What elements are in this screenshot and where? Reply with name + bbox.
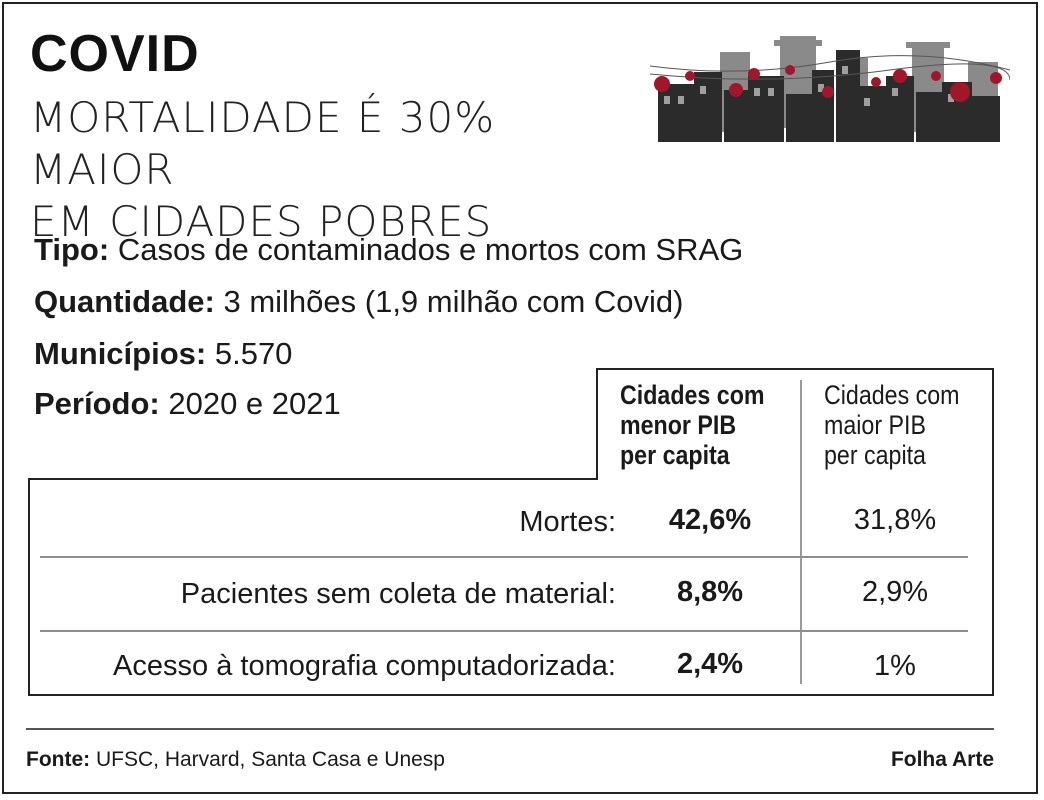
value-mortes-lower-gdp: 42,6% bbox=[668, 504, 752, 536]
source-key: Fonte: bbox=[26, 748, 91, 771]
row-label-mortes: Mortes: bbox=[519, 506, 616, 538]
source-value: UFSC, Harvard, Santa Casa e Unesp bbox=[96, 748, 445, 771]
meta-periodo-key: Período: bbox=[34, 386, 160, 421]
row-divider bbox=[40, 556, 968, 558]
source-line: Fonte: UFSC, Harvard, Santa Casa e Unesp bbox=[26, 748, 445, 772]
row-divider bbox=[40, 630, 968, 632]
meta-municipios-value: 5.570 bbox=[214, 336, 293, 371]
footer-divider bbox=[26, 728, 994, 730]
value-coleta-higher-gdp: 2,9% bbox=[861, 576, 929, 608]
meta-quantidade: Quantidade: 3 milhões (1,9 milhão com Co… bbox=[34, 284, 683, 320]
subtitle-line-2: EM CIDADES POBRES bbox=[30, 197, 493, 246]
row-label-tomografia: Acesso à tomografia computadorizada: bbox=[113, 650, 616, 682]
column-header-higher-gdp: Cidades com maior PIB per capita bbox=[824, 380, 960, 470]
column-header-line: Cidades com bbox=[824, 380, 960, 410]
meta-quantidade-value: 3 milhões (1,9 milhão com Covid) bbox=[223, 284, 684, 319]
value-mortes-higher-gdp: 31,8% bbox=[853, 504, 937, 536]
meta-tipo: Tipo: Casos de contaminados e mortos com… bbox=[34, 232, 743, 268]
column-header-lower-gdp: Cidades com menor PIB per capita bbox=[620, 380, 765, 470]
value-tomografia-higher-gdp: 1% bbox=[874, 650, 916, 682]
meta-quantidade-key: Quantidade: bbox=[34, 284, 215, 319]
value-coleta-lower-gdp: 8,8% bbox=[676, 576, 744, 608]
page-title: COVID bbox=[30, 25, 200, 83]
meta-municipios-key: Municípios: bbox=[34, 336, 207, 371]
meta-municipios: Municípios: 5.570 bbox=[34, 336, 292, 372]
column-header-line: per capita bbox=[620, 440, 730, 470]
column-divider bbox=[800, 380, 802, 684]
meta-periodo-value: 2020 e 2021 bbox=[168, 386, 341, 421]
meta-periodo: Período: 2020 e 2021 bbox=[34, 386, 341, 422]
meta-tipo-key: Tipo: bbox=[34, 232, 110, 267]
column-header-line: per capita bbox=[824, 440, 926, 470]
column-header-line: Cidades com bbox=[620, 380, 765, 410]
city-skyline-with-virus-icon bbox=[650, 36, 1010, 142]
value-tomografia-lower-gdp: 2,4% bbox=[676, 648, 744, 680]
page-subtitle: MORTALIDADE É 30% MAIOR EM CIDADES POBRE… bbox=[30, 92, 650, 248]
table-box-join bbox=[598, 476, 992, 482]
row-label-coleta: Pacientes sem coleta de material: bbox=[180, 578, 616, 610]
meta-tipo-value: Casos de contaminados e mortos com SRAG bbox=[117, 232, 744, 267]
credit: Folha Arte bbox=[890, 748, 994, 771]
column-header-line: menor PIB bbox=[620, 410, 737, 440]
table-box bbox=[28, 478, 994, 696]
subtitle-line-1: MORTALIDADE É 30% MAIOR bbox=[30, 93, 496, 194]
column-header-line: maior PIB bbox=[824, 410, 926, 440]
table-header-box bbox=[596, 368, 994, 480]
